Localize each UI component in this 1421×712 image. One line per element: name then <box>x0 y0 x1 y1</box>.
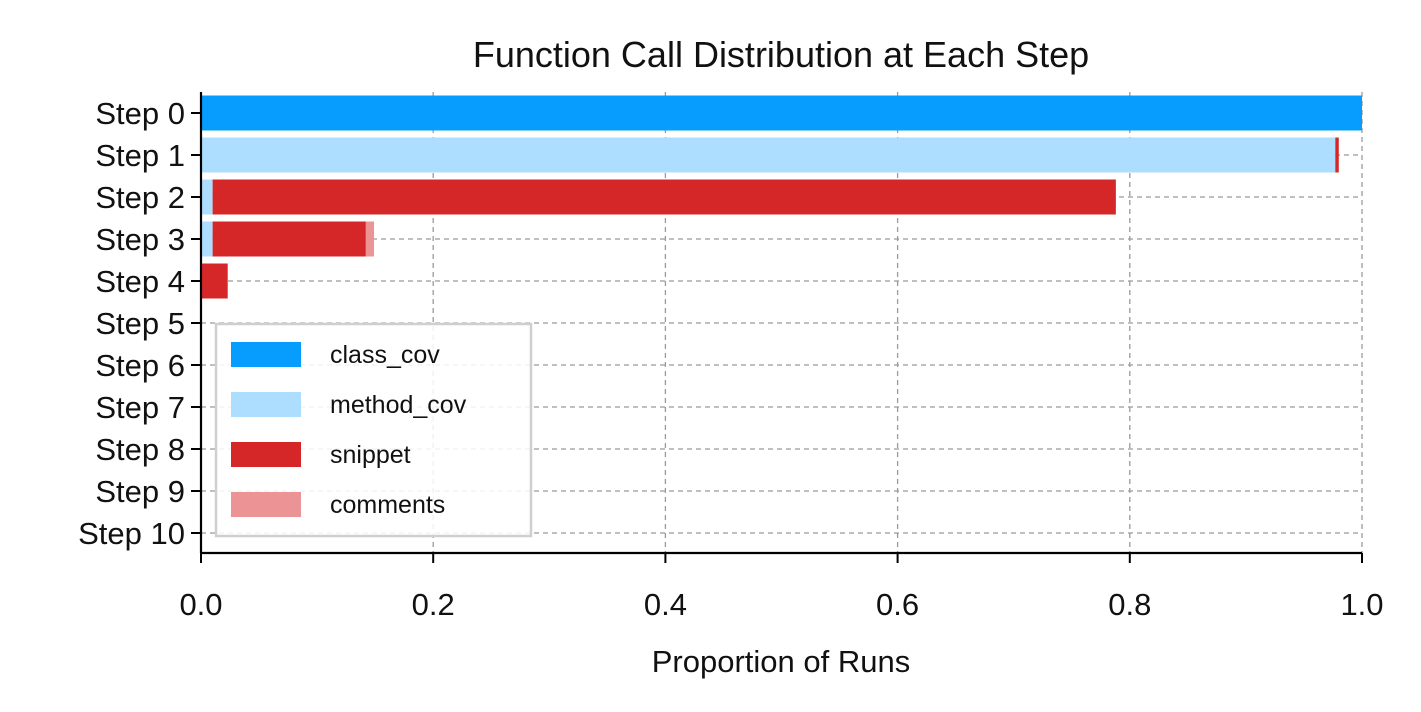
y-tick-label: Step 3 <box>95 222 185 257</box>
y-tick-label: Step 5 <box>95 306 185 341</box>
x-tick-label: 0.8 <box>1108 587 1151 622</box>
bar-method_cov <box>201 179 213 215</box>
legend-swatch-snippet <box>231 442 301 467</box>
legend-label-method_cov: method_cov <box>330 391 467 419</box>
legend-swatch-class_cov <box>231 342 301 367</box>
bar-snippet <box>201 263 228 299</box>
bar-comments <box>365 221 374 257</box>
x-tick-labels: 0.0 0.2 0.4 0.6 0.8 1.0 <box>179 553 1384 622</box>
bar-snippet <box>212 179 1116 215</box>
bar-snippet <box>1335 137 1339 173</box>
x-tick-label: 0.6 <box>876 587 919 622</box>
y-tick-label: Step 7 <box>95 390 185 425</box>
x-axis-label: Proportion of Runs <box>652 644 910 679</box>
chart-title: Function Call Distribution at Each Step <box>473 34 1089 75</box>
x-tick-label: 0.2 <box>412 587 455 622</box>
bar-method_cov <box>201 137 1336 173</box>
y-tick-label: Step 6 <box>95 348 185 383</box>
y-tick-label: Step 1 <box>95 138 185 173</box>
y-tick-label: Step 10 <box>78 516 185 551</box>
y-tick-label: Step 9 <box>95 474 185 509</box>
bar-snippet <box>212 221 366 257</box>
x-tick-label: 0.4 <box>644 587 687 622</box>
y-tick-label: Step 0 <box>95 96 185 131</box>
bars <box>201 95 1362 299</box>
y-tick-label: Step 4 <box>95 264 185 299</box>
y-tick-label: Step 2 <box>95 180 185 215</box>
legend-label-comments: comments <box>330 491 445 519</box>
y-tick-labels: Step 0 Step 1 Step 2 Step 3 Step 4 Step 5 Step… <box>78 96 201 551</box>
bar-class_cov <box>201 95 1362 131</box>
legend-swatch-comments <box>231 492 301 517</box>
legend-swatch-method_cov <box>231 392 301 417</box>
x-tick-label: 0.0 <box>179 587 222 622</box>
y-tick-label: Step 8 <box>95 432 185 467</box>
legend-label-class_cov: class_cov <box>330 341 440 369</box>
legend-label-snippet: snippet <box>330 441 411 469</box>
bar-method_cov <box>201 221 213 257</box>
x-tick-label: 1.0 <box>1340 587 1383 622</box>
